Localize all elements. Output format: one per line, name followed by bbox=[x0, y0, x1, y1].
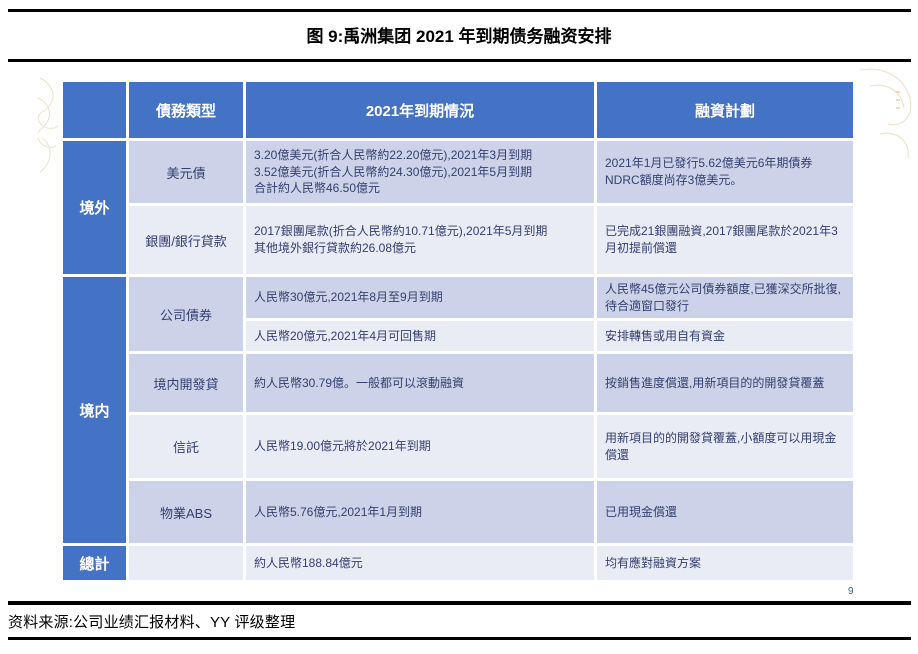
plan-cell-property-abs: 已用現金償還 bbox=[597, 481, 853, 544]
group-cell-offshore: 境外 bbox=[63, 141, 126, 274]
header-cell-type: 債務類型 bbox=[129, 82, 243, 138]
figure-title: 图 9:禹洲集团 2021 年到期债务融资安排 bbox=[306, 27, 612, 46]
type-cell-dev-loan: 境内開發貸 bbox=[129, 354, 243, 413]
source-top-rule bbox=[8, 601, 911, 605]
table: 債務類型 2021年到期情況 融資計劃 境外 美元債 3.20億美元(折合人民幣… bbox=[60, 79, 856, 583]
type-cell-corporate-bond: 公司債券 bbox=[129, 277, 243, 352]
table-row: 境内 公司債券 人民幣30億元,2021年8月至9月到期 人民幣45億元公司債券… bbox=[63, 277, 853, 544]
source-note: 资料来源:公司业绩汇报材料、YY 评级整理 bbox=[8, 614, 296, 631]
group-cell-onshore: 境内 bbox=[63, 277, 126, 544]
plan-cell-corp-bond-a: 人民幣45億元公司債券額度,已獲深交所批復,待合適窗口發行 bbox=[597, 277, 853, 319]
plan-cell-syndicated-loan: 已完成21銀團融資,2017銀團尾款於2021年3月初提前償還 bbox=[597, 206, 853, 274]
table-row: 物業ABS 人民幣5.76億元,2021年1月到期 已用現金償還 bbox=[63, 481, 853, 544]
bottom-rule bbox=[8, 637, 911, 640]
maturity-cell-corp-bond-a: 人民幣30億元,2021年8月至9月到期 bbox=[246, 277, 594, 319]
top-rule bbox=[8, 9, 911, 12]
plan-cell-total: 均有應對融資方案 bbox=[597, 546, 853, 581]
maturity-cell-trust: 人民幣19.00億元將於2021年到期 bbox=[246, 415, 594, 479]
type-cell-trust: 信託 bbox=[129, 415, 243, 479]
maturity-cell-property-abs: 人民幣5.76億元,2021年1月到期 bbox=[246, 481, 594, 544]
maturity-cell-usd-bond: 3.20億美元(折合人民幣約22.20億元),2021年3月到期 3.52億美元… bbox=[246, 141, 594, 203]
type-cell-property-abs: 物業ABS bbox=[129, 481, 243, 544]
watermark-decoration-right bbox=[859, 68, 912, 159]
table-row: 境内開發貸 約人民幣30.79億。一般都可以滾動融資 按銷售進度償還,用新項目的… bbox=[63, 354, 853, 413]
table-row: 銀團/銀行貸款 2017銀團尾款(折合人民幣約10.71億元),2021年5月到… bbox=[63, 206, 853, 274]
maturity-cell-dev-loan: 約人民幣30.79億。一般都可以滾動融資 bbox=[246, 354, 594, 413]
table-row: 境外 美元債 3.20億美元(折合人民幣約22.20億元),2021年3月到期 … bbox=[63, 141, 853, 274]
header-cell-group bbox=[63, 82, 126, 138]
table-header-row: 債務類型 2021年到期情況 融資計劃 bbox=[63, 82, 853, 138]
type-cell-total-empty bbox=[129, 546, 243, 581]
maturity-cell-corp-bond-b: 人民幣20億元,2021年4月可回售期 bbox=[246, 321, 594, 352]
plan-cell-usd-bond: 2021年1月已發行5.62億美元6年期債券 NDRC額度尚存3億美元。 bbox=[597, 141, 853, 203]
group-cell-total: 總計 bbox=[63, 546, 126, 581]
header-cell-maturity: 2021年到期情況 bbox=[246, 82, 594, 138]
plan-cell-corp-bond-b: 安排轉售或用自有資金 bbox=[597, 321, 853, 352]
type-cell-syndicated-loan: 銀團/銀行貸款 bbox=[129, 206, 243, 274]
maturity-cell-total: 約人民幣188.84億元 bbox=[246, 546, 594, 581]
plan-cell-dev-loan: 按銷售進度償還,用新項目的的開發貸覆蓋 bbox=[597, 354, 853, 413]
page-number: 9 bbox=[848, 586, 854, 597]
type-cell-usd-bond: 美元債 bbox=[129, 141, 243, 203]
table-row-total: 總計 約人民幣188.84億元 均有應對融資方案 bbox=[63, 546, 853, 581]
header-cell-plan: 融資計劃 bbox=[597, 82, 853, 138]
plan-cell-trust: 用新項目的的開發貸覆蓋,小額度可以用現金償還 bbox=[597, 415, 853, 479]
title-underline-rule bbox=[8, 59, 911, 62]
debt-maturity-table: 債務類型 2021年到期情況 融資計劃 境外 美元債 3.20億美元(折合人民幣… bbox=[60, 79, 856, 583]
maturity-cell-syndicated-loan: 2017銀團尾款(折合人民幣約10.71億元),2021年5月到期 其他境外銀行… bbox=[246, 206, 594, 274]
table-row: 人民幣20億元,2021年4月可回售期 安排轉售或用自有資金 bbox=[63, 321, 853, 352]
table-row: 信託 人民幣19.00億元將於2021年到期 用新項目的的開發貸覆蓋,小額度可以… bbox=[63, 415, 853, 479]
